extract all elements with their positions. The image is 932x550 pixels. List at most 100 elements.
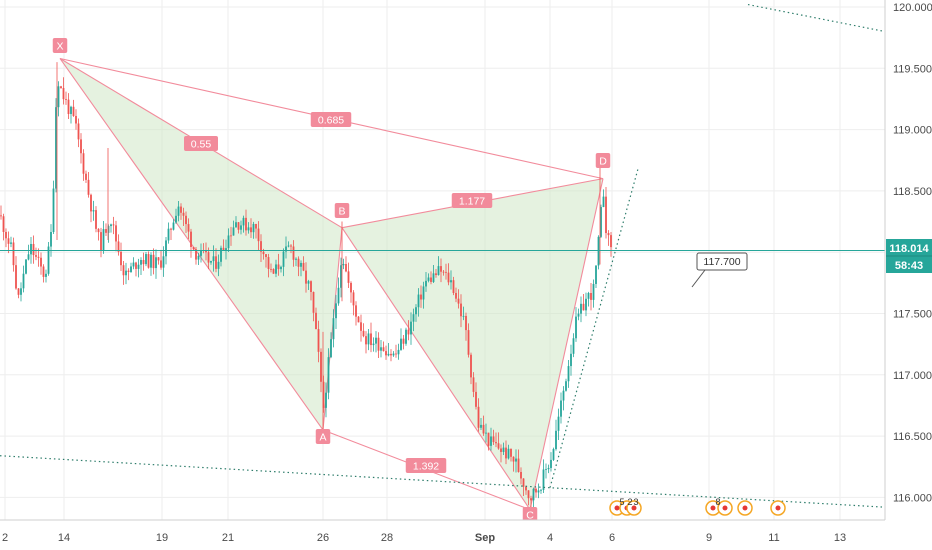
candle-body [322,381,325,408]
candle-body [427,277,430,281]
candle-body [532,488,535,501]
candle-body [460,303,462,317]
candle-body [425,280,427,287]
candle-body [392,353,395,356]
candle-body [132,262,135,267]
candle-body [192,246,195,250]
candle-body [0,215,2,217]
candle-body [230,235,232,237]
candle-body [165,240,167,257]
candle-body [252,223,255,233]
event-count: 3 [633,497,638,507]
candle-body [97,228,100,233]
candle-body [285,246,287,252]
candle-body [462,315,465,317]
price-axis-label: 117.000 [893,370,932,382]
ratio-label-text: 1.177 [459,196,485,208]
candle-body [477,406,480,428]
ratio-label-text: 1.392 [413,461,439,473]
candle-body [40,257,42,267]
candle-body [75,115,77,124]
candle-body [242,217,245,226]
candle-body [135,262,137,269]
price-callout-box [696,252,748,271]
candle-body [127,270,130,273]
candle-body [235,222,237,228]
candle-body [150,254,152,268]
candle-body [160,260,162,268]
event-marker-dot [722,505,728,511]
candle-body [572,338,575,354]
candle-body [590,292,592,300]
candle-body [515,458,517,462]
price-callout[interactable]: 117.700 [691,252,748,288]
candle-body [5,231,7,239]
candle-body [305,270,307,284]
candle-body [67,99,70,115]
candle-body [475,391,477,407]
event-marker [717,500,733,516]
time-axis-label: Sep [475,532,495,544]
candle-body [340,265,342,288]
candle-body [290,245,292,247]
trend-lines[interactable] [0,3,886,508]
candle-body [52,188,55,232]
candle-body [362,330,365,337]
time-axis-label: 11 [768,532,779,544]
candle-body [540,489,542,491]
candle-body [307,281,310,284]
price-axis-label: 116.000 [893,492,932,504]
candle-body [27,254,30,260]
candle-body [47,246,50,274]
candle-body [447,272,450,283]
pattern-triangle-bcd [342,178,603,510]
candle-body [297,258,300,267]
candle-body [155,257,157,269]
candle-body [357,316,360,323]
pattern-leg-cd [529,178,604,510]
point-label-x-bg [52,38,68,53]
time-axis[interactable]: 2 14 19 21 26 28 Sep 4 6 9 11 13 [0,519,932,550]
candle-body [335,303,337,319]
candle-body [330,339,332,358]
candle-body [537,490,540,493]
ratio-label-bg [310,112,352,127]
candle-body [382,347,385,352]
candle-body [250,227,252,233]
event-marker [737,500,753,516]
candle-body [495,442,497,444]
candle-body [70,106,72,115]
candle-body [220,247,222,262]
candle-body [185,215,187,225]
time-axis-label: 28 [381,532,393,544]
event-marker [626,500,642,516]
candle-body [557,416,560,431]
candle-body [25,259,27,274]
candle-body [562,390,565,401]
point-label-c: C [522,507,538,522]
candle-body [410,321,412,335]
candle-body [542,469,545,490]
candle-body [57,86,60,108]
candle-body [467,330,470,355]
rising-trend-line [549,168,639,488]
point-label-b: B [334,203,350,218]
candle-body [555,430,557,450]
candle-body [395,353,397,355]
candle-body [415,307,417,315]
candle-body [370,333,372,346]
candle-body [457,298,460,304]
candle-body [197,255,200,260]
candle-body [177,206,180,216]
candle-body [500,448,502,452]
candle-body [45,273,47,277]
candle-body [397,349,400,355]
ratio-label: 1.392 [405,458,447,473]
candle-body [535,488,537,493]
candle-body [422,286,425,300]
candle-body [530,498,532,501]
candle-body [440,266,442,272]
